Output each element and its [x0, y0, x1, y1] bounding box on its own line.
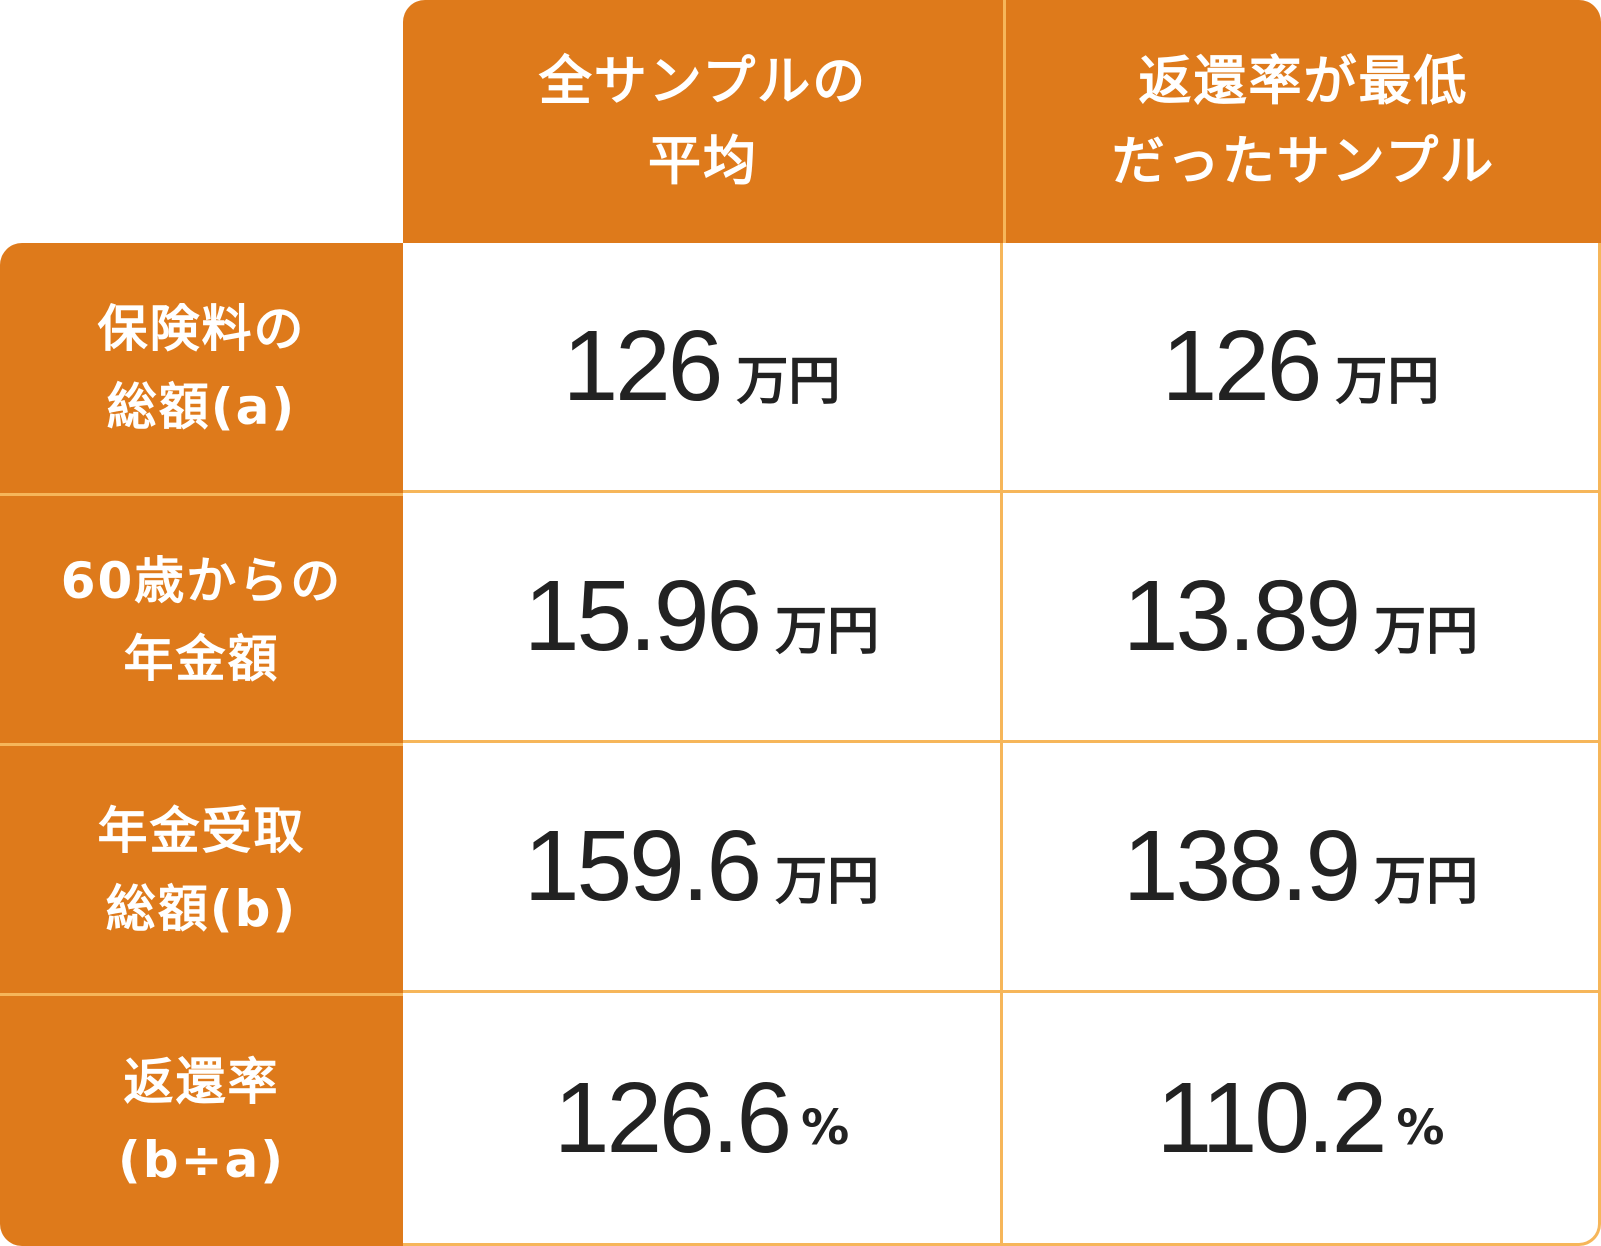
- table-cell: 126 万円: [1003, 243, 1601, 493]
- row-header-label: 年金受取 総額(b): [97, 801, 306, 938]
- table-cell: 13.89 万円: [1003, 493, 1601, 743]
- column-header-lowest: 返還率が最低 だったサンプル: [1003, 0, 1601, 243]
- column-header-average: 全サンプルの 平均: [403, 0, 1003, 243]
- cell-unit: 万円: [1335, 352, 1440, 412]
- cell-value: 138.9: [1122, 810, 1361, 922]
- cell-unit: %: [801, 1100, 850, 1156]
- cell-value: 110.2: [1156, 1061, 1388, 1174]
- table-cell: 126 万円: [403, 243, 1003, 493]
- row-header-label: 保険料の 総額(a): [97, 300, 306, 436]
- table-cell: 110.2%: [1003, 993, 1601, 1246]
- table-cell: 126.6%: [403, 993, 1003, 1246]
- cell-unit: 万円: [775, 602, 880, 662]
- row-header-premium-total: 保険料の 総額(a): [0, 243, 403, 493]
- column-header-label: 返還率が最低 だったサンプル: [1111, 50, 1496, 192]
- table-cell: 159.6 万円: [403, 743, 1003, 993]
- row-header-annual-pension: 60歳からの 年金額: [0, 493, 403, 743]
- cell-unit: %: [1396, 1100, 1445, 1156]
- row-header-pension-total: 年金受取 総額(b): [0, 743, 403, 993]
- cell-value: 13.89: [1122, 560, 1361, 672]
- row-header-label: 返還率 (b÷a): [117, 1053, 286, 1189]
- column-header-label: 全サンプルの 平均: [538, 50, 868, 192]
- table-corner: [0, 0, 403, 243]
- cell-unit: 万円: [1374, 602, 1479, 662]
- cell-value: 126: [562, 310, 724, 422]
- cell-value: 126: [1161, 310, 1323, 422]
- cell-unit: 万円: [736, 352, 841, 412]
- table-cell: 15.96 万円: [403, 493, 1003, 743]
- cell-value: 126.6: [553, 1061, 792, 1174]
- cell-value: 15.96: [523, 560, 762, 672]
- cell-value: 159.6: [523, 810, 762, 922]
- row-header-label: 60歳からの 年金額: [60, 551, 343, 688]
- table-cell: 138.9 万円: [1003, 743, 1601, 993]
- row-header-return-rate: 返還率 (b÷a): [0, 993, 403, 1246]
- cell-unit: 万円: [1374, 852, 1479, 912]
- cell-unit: 万円: [775, 852, 880, 912]
